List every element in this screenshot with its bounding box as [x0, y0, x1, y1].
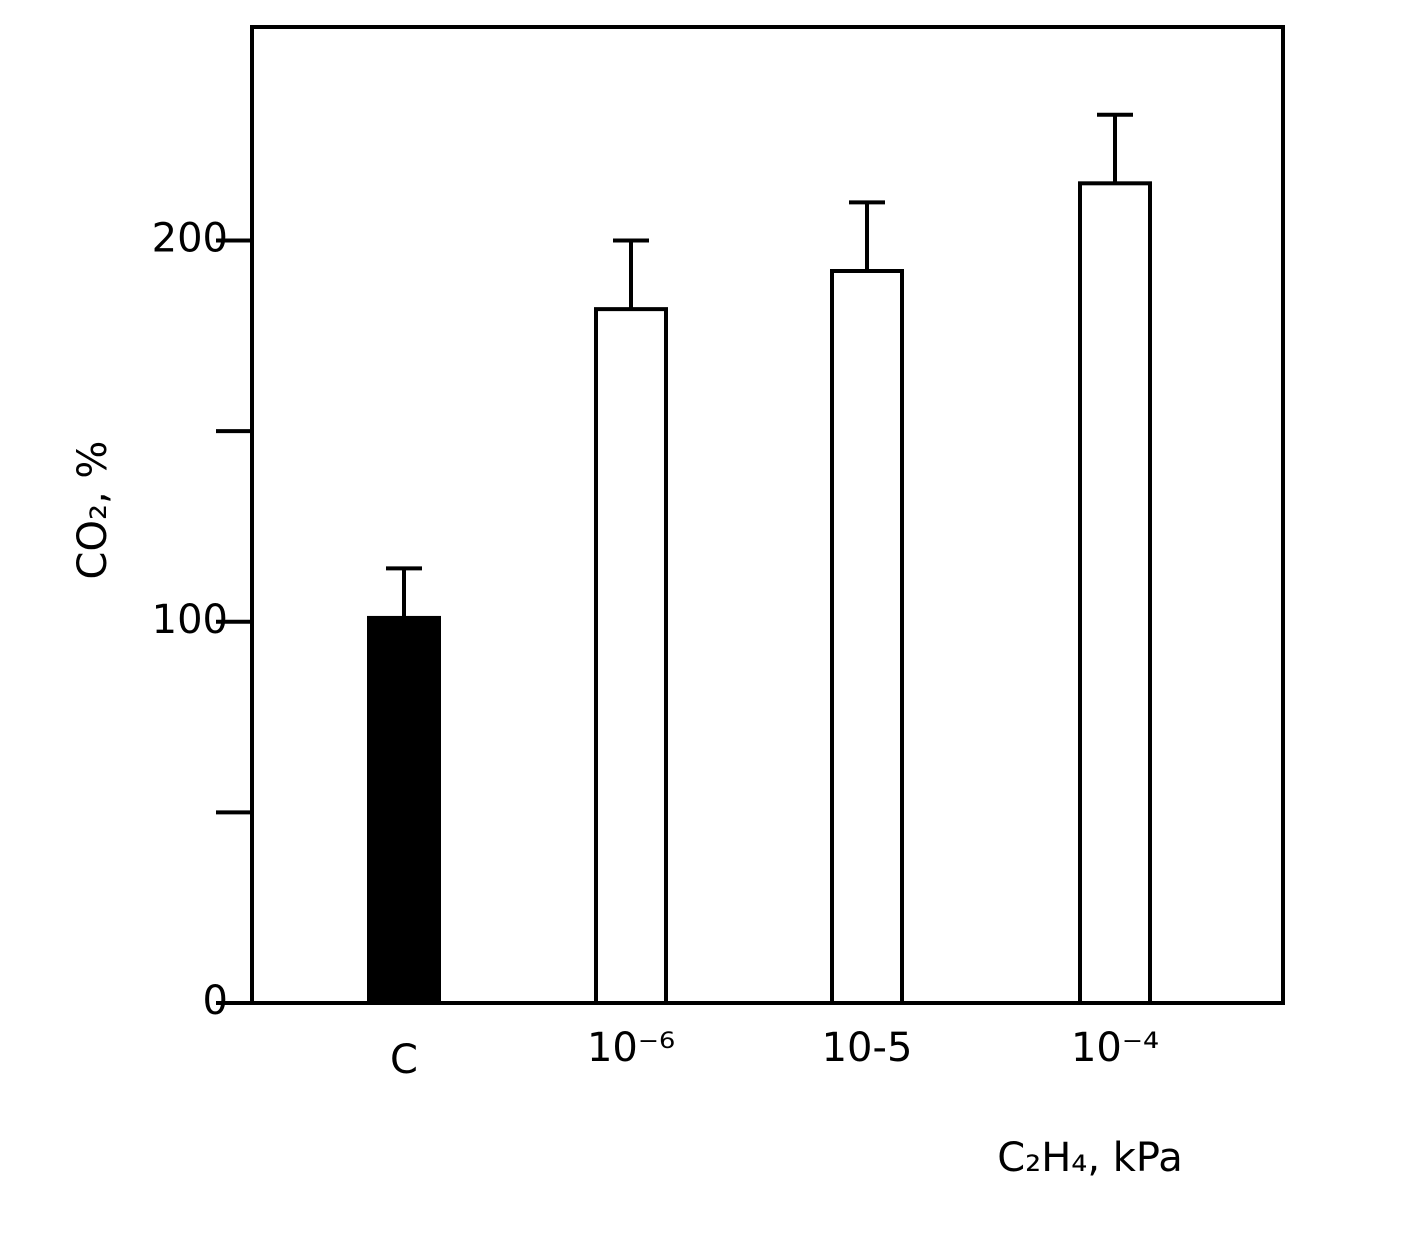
- y-tick-label: 200: [152, 216, 228, 262]
- bar: [830, 269, 904, 1005]
- x-tick-label: 10⁻⁴: [1071, 1025, 1159, 1071]
- bar: [1078, 181, 1152, 1005]
- y-tick-label: 100: [152, 597, 228, 643]
- x-tick-label: 10-5: [822, 1025, 913, 1071]
- x-axis-label: C₂H₄, kPa: [997, 1135, 1183, 1181]
- bar: [594, 307, 668, 1005]
- x-tick-label: C: [390, 1037, 418, 1083]
- y-axis-label: CO₂, %: [70, 441, 116, 580]
- plot-frame: [250, 25, 1285, 1005]
- x-tick-label: 10⁻⁶: [587, 1025, 675, 1071]
- bar: [367, 615, 441, 1005]
